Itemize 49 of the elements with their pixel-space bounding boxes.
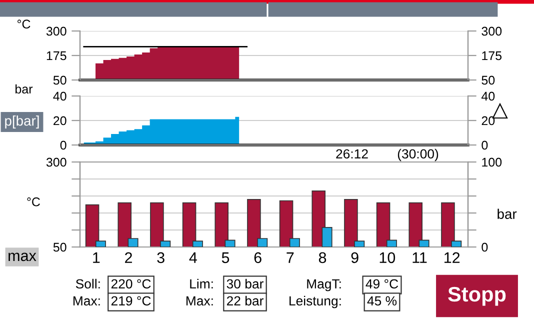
y2-tick-label: 0 [482,140,488,150]
text: Soll: [76,278,100,289]
text: (30:00) [398,148,438,162]
text: MagT: [307,279,341,292]
y2-tick-label: 0 [482,242,488,252]
y-tick-label: 50 [53,242,66,252]
y-tick-label: 40 [53,92,66,101]
x-tick-label: 11 [412,252,427,263]
text: Max: [186,296,213,306]
text: Leistung: [290,296,341,308]
text: Stopp [448,286,506,306]
y2-tick-label: 40 [481,92,495,101]
text: Lim: [190,278,213,288]
y-axis-title: bar [16,84,33,94]
y2-tick-label: 100 [482,158,502,167]
x-tick-label: 5 [222,252,230,264]
text: 45 % [367,296,397,306]
text: max [8,252,36,262]
x-tick-label: 12 [444,252,460,263]
y-tick-label: 175 [46,51,66,60]
text: p[bar] [5,116,39,128]
y-tick-label: 0 [60,140,66,150]
text: 220 °C [111,279,151,289]
x-tick-label: 10 [380,252,396,264]
y-tick-label: 20 [54,116,66,126]
x-tick-label: 1 [93,252,100,263]
text: 219 °C [111,296,151,306]
y-axis-title: °C [27,197,40,206]
x-tick-label: 7 [286,252,294,263]
text: 49 °C [366,279,398,289]
y-tick-label: 300 [46,26,66,36]
y2-axis-title: bar [498,208,517,219]
y-axis-title: °C [17,20,30,29]
text: 22 bar [226,296,264,306]
y2-tick-label: 175 [482,51,502,60]
text: Max: [73,296,100,306]
x-tick-label: 6 [254,252,262,264]
y2-tick-label: 300 [482,26,502,36]
x-tick-label: 8 [318,252,326,264]
text: 26:12 [336,149,368,159]
x-tick-label: 4 [189,252,197,263]
x-tick-label: 2 [125,252,132,263]
y-tick-label: 300 [46,158,66,167]
x-tick-label: 3 [157,252,164,264]
y2-tick-label: 50 [482,76,495,85]
text: 30 bar [226,278,264,289]
x-tick-label: 9 [351,252,358,264]
y-tick-label: 50 [53,76,66,85]
y2-tick-label: 20 [482,116,495,126]
